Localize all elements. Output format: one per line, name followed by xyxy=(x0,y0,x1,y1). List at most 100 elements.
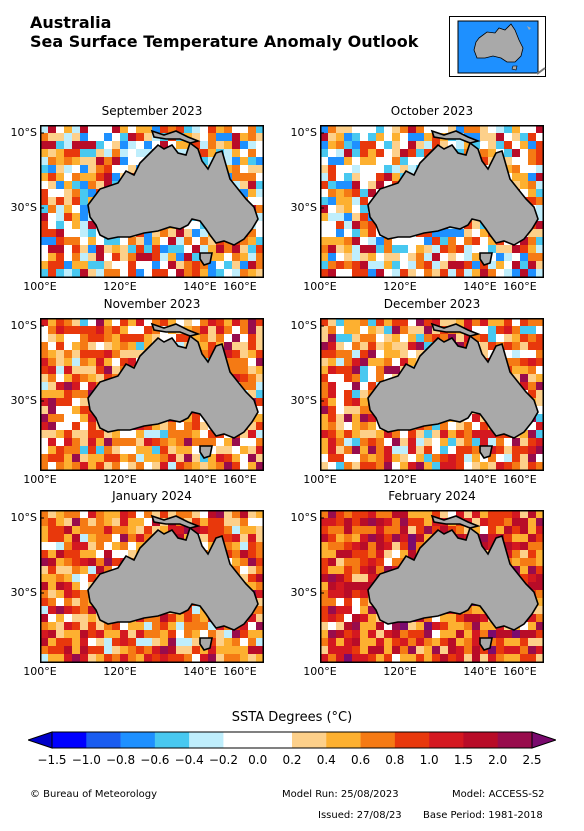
panel-title: January 2024 xyxy=(112,489,192,503)
lon-label: 140°E xyxy=(183,665,217,678)
colorbar-tick-label: 0.4 xyxy=(316,753,336,767)
colorbar-segment xyxy=(497,732,533,748)
australia-landmass xyxy=(367,334,539,439)
colorbar-under-arrow xyxy=(28,731,53,749)
ssta-map-panel xyxy=(40,125,264,278)
lat-label: 30°S xyxy=(290,201,317,214)
colorbar-tick-label: 2.0 xyxy=(488,753,508,767)
colorbar-segment xyxy=(154,732,190,748)
colorbar-segment xyxy=(189,732,224,748)
tasmania-landmass xyxy=(479,445,493,459)
lon-label: 100°E xyxy=(23,665,57,678)
colorbar-tick-label: 0.6 xyxy=(351,753,371,767)
colorbar-tick-label: 0.2 xyxy=(282,753,302,767)
colorbar-tick-label: 1.5 xyxy=(453,753,473,767)
new-guinea-landmass xyxy=(430,129,481,144)
panel-title: November 2023 xyxy=(103,297,201,311)
colorbar-segment xyxy=(463,732,499,748)
panel-title: February 2024 xyxy=(388,489,476,503)
panel-title: October 2023 xyxy=(390,104,474,118)
lat-label: 10°S xyxy=(10,126,37,139)
colorbar-tick-label: 0.8 xyxy=(385,753,405,767)
tasmania-landmass xyxy=(479,637,493,651)
ssta-map-panel xyxy=(320,510,544,663)
lon-label: 120°E xyxy=(383,473,417,486)
lon-label: 100°E xyxy=(23,473,57,486)
base-period-text: Base Period: 1981-2018 xyxy=(423,810,543,821)
lat-label: 30°S xyxy=(290,586,317,599)
tasmania-landmass xyxy=(199,637,213,651)
lon-label: 140°E xyxy=(183,280,217,293)
lon-label: 160°E xyxy=(503,280,537,293)
tasmania-landmass xyxy=(199,445,213,459)
colorbar-tick-label: 1.0 xyxy=(419,753,439,767)
colorbar-segment xyxy=(257,732,293,748)
lon-label: 100°E xyxy=(303,280,337,293)
lat-label: 10°S xyxy=(10,319,37,332)
lon-label: 160°E xyxy=(223,280,257,293)
colorbar-tick-label: 0.0 xyxy=(248,753,268,767)
colorbar-segment xyxy=(394,732,430,748)
lat-label: 10°S xyxy=(290,511,317,524)
ssta-map-panel xyxy=(320,318,544,471)
model-text: Model: ACCESS-S2 xyxy=(452,789,545,800)
ssta-map-panel xyxy=(40,318,264,471)
page-title: Sea Surface Temperature Anomaly Outlook xyxy=(30,32,419,51)
colorbar-tick-label: −0.2 xyxy=(208,753,238,767)
australia-landmass xyxy=(87,334,259,439)
lat-label: 30°S xyxy=(290,394,317,407)
colorbar-over-arrow xyxy=(531,731,556,749)
colorbar-segment xyxy=(360,732,396,748)
lon-label: 120°E xyxy=(103,280,137,293)
lat-label: 10°S xyxy=(290,126,317,139)
colorbar-segment xyxy=(86,732,121,748)
colorbar-segment xyxy=(292,732,327,748)
lon-label: 120°E xyxy=(383,280,417,293)
credit-text: © Bureau of Meteorology xyxy=(30,789,158,800)
lat-label: 10°S xyxy=(10,511,37,524)
lon-label: 160°E xyxy=(223,665,257,678)
new-guinea-landmass xyxy=(150,514,201,529)
lon-label: 140°E xyxy=(183,473,217,486)
lon-label: 160°E xyxy=(503,473,537,486)
colorbar-tick-label: −1.5 xyxy=(37,753,67,767)
inset-australia-shape xyxy=(473,23,524,63)
australia-landmass xyxy=(367,526,539,631)
lon-label: 120°E xyxy=(383,665,417,678)
colorbar-tick-label: −0.6 xyxy=(140,753,170,767)
region-title: Australia xyxy=(30,13,112,32)
locator-map-inset xyxy=(449,16,546,77)
colorbar-segment xyxy=(326,732,361,748)
header: Australia Sea Surface Temperature Anomal… xyxy=(30,13,418,51)
colorbar-tick-label: −0.4 xyxy=(174,753,204,767)
lon-label: 100°E xyxy=(303,665,337,678)
colorbar-segment xyxy=(52,732,87,748)
colorbar-segment xyxy=(429,732,464,748)
lon-label: 140°E xyxy=(463,280,497,293)
tasmania-landmass xyxy=(479,252,493,266)
australia-landmass xyxy=(87,526,259,631)
lon-label: 120°E xyxy=(103,665,137,678)
colorbar-tick-label: −0.8 xyxy=(105,753,136,767)
colorbar-segment xyxy=(223,732,259,748)
new-guinea-landmass xyxy=(430,514,481,529)
new-guinea-landmass xyxy=(150,322,201,337)
new-guinea-landmass xyxy=(150,129,201,144)
lon-label: 140°E xyxy=(463,473,497,486)
new-guinea-landmass xyxy=(430,322,481,337)
panel-title: December 2023 xyxy=(383,297,481,311)
colorbar-tick-label: 2.5 xyxy=(522,753,542,767)
ssta-map-panel xyxy=(40,510,264,663)
colorbar-tick-label: −1.0 xyxy=(71,753,101,767)
lat-label: 30°S xyxy=(10,201,37,214)
colorbar-title: SSTA Degrees (°C) xyxy=(231,710,353,725)
lon-label: 120°E xyxy=(103,473,137,486)
model-run-text: Model Run: 25/08/2023 xyxy=(282,789,399,800)
panel-title: September 2023 xyxy=(101,104,203,118)
ssta-map-panel xyxy=(320,125,544,278)
lon-label: 100°E xyxy=(303,473,337,486)
lon-label: 160°E xyxy=(503,665,537,678)
colorbar xyxy=(28,731,556,749)
australia-landmass xyxy=(87,141,259,246)
lat-label: 30°S xyxy=(10,394,37,407)
